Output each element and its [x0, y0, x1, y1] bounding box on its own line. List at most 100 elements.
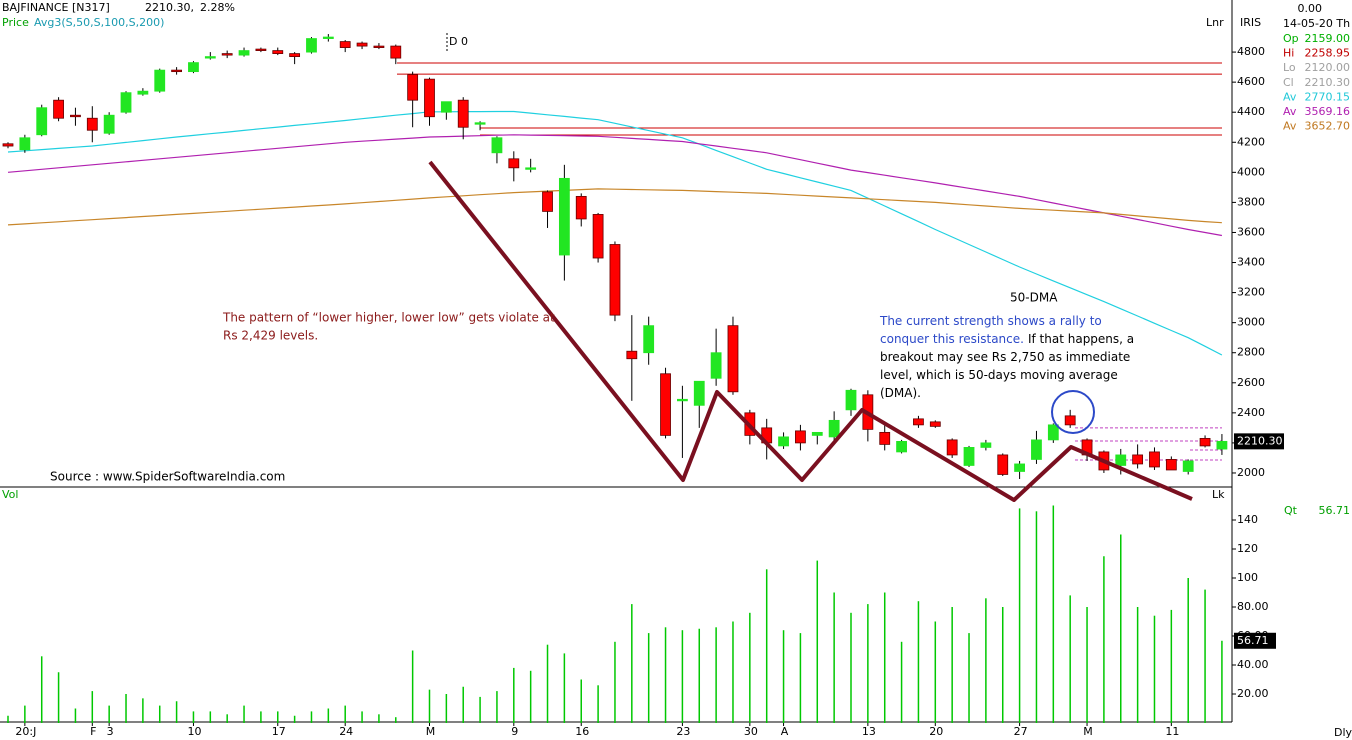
volume-bar — [344, 705, 346, 723]
annotation-right: The current strength shows a rally to — [879, 314, 1102, 328]
volume-bar — [833, 592, 835, 723]
annotation-segment: conquer this resistance. — [880, 332, 1024, 346]
candle-body — [1149, 451, 1160, 468]
volume-bar — [496, 691, 498, 723]
info-value: 2770.15 — [1305, 90, 1351, 103]
candle-body — [727, 325, 739, 393]
volume-bar — [1069, 595, 1071, 723]
volume-bar — [57, 672, 60, 723]
info-value: 2159.00 — [1305, 32, 1351, 45]
volume-bar — [749, 612, 751, 723]
info-value: 3652.70 — [1305, 120, 1351, 133]
vol-tag-bg — [1234, 632, 1276, 649]
volume-bar — [765, 569, 768, 723]
info-top: 0.00 — [1298, 2, 1323, 15]
vol-tick-label: 40.00 — [1237, 658, 1269, 671]
volume-bar — [934, 621, 937, 723]
volume-bar — [614, 641, 616, 723]
info-label: Lo — [1283, 61, 1296, 74]
volume-bar — [580, 679, 582, 723]
volume-bar — [108, 705, 110, 723]
annotation-left: Rs 2,429 levels. — [223, 329, 318, 343]
candle-body — [1115, 454, 1127, 466]
volume-bar — [243, 705, 245, 723]
candle-body — [896, 441, 907, 453]
volume-bar — [1120, 534, 1122, 723]
candle-body — [575, 195, 587, 220]
info-value: 2258.95 — [1305, 47, 1351, 60]
x-tick-label: M — [426, 725, 436, 738]
iris-label: IRIS — [1240, 16, 1261, 29]
annotation-right: (DMA). — [880, 386, 921, 400]
price-tag: 2210.30 — [1237, 434, 1283, 447]
y-tick-label: 2600 — [1237, 376, 1265, 389]
volume-bar — [445, 694, 448, 723]
moving-average — [7, 134, 1223, 237]
volume-bar — [732, 621, 734, 723]
volume-bar — [1170, 609, 1173, 723]
x-tick-label: F — [90, 725, 96, 738]
volume-bar — [260, 711, 262, 723]
info-label: Av — [1283, 90, 1297, 103]
candle-body — [929, 421, 941, 427]
dma-label: 50-DMA — [1010, 291, 1058, 305]
candle-body — [1182, 460, 1194, 472]
annotation-segment: level, which is 50-days moving average — [880, 368, 1118, 382]
volume-bar — [1204, 589, 1206, 723]
x-tick-label: M — [1083, 725, 1093, 738]
x-tick-label: 27 — [1014, 725, 1028, 738]
volume-bar — [226, 714, 228, 723]
candle-body — [609, 244, 621, 316]
candle-body — [36, 107, 48, 136]
volume-bar — [209, 711, 212, 723]
scale-label: Lnr — [1206, 16, 1224, 29]
info-value: 2120.00 — [1305, 61, 1351, 74]
volume-bar — [664, 627, 667, 723]
candle-body — [677, 398, 688, 402]
volume-bar — [327, 708, 330, 723]
annotation-segment: breakout may see Rs 2,750 as immediate — [880, 350, 1130, 364]
volume-bar — [1018, 508, 1021, 723]
candle-body — [1014, 463, 1025, 472]
candle-body — [1132, 454, 1144, 465]
volume-bar — [1103, 556, 1105, 723]
candle-body — [542, 191, 553, 212]
qt-value: 56.71 — [1319, 504, 1351, 517]
last-price: 2210.30, — [145, 1, 194, 14]
candle-body — [306, 38, 317, 53]
volume-bar — [1052, 505, 1055, 723]
volume-bar — [1035, 511, 1038, 723]
y-tick-label: 3000 — [1237, 316, 1265, 329]
volume-bar — [513, 667, 515, 723]
x-tick-label: 20 — [929, 725, 943, 738]
volume-bar — [900, 641, 903, 723]
vol-tick-label: 20.00 — [1237, 687, 1269, 700]
candle-body — [474, 122, 486, 125]
candle-body — [963, 447, 975, 466]
y-tick-label: 4000 — [1237, 165, 1265, 178]
x-tick-label: A — [781, 725, 789, 738]
info-label: Hi — [1283, 47, 1294, 60]
change: 2.28% — [200, 1, 235, 14]
info-value: 3569.16 — [1305, 105, 1351, 118]
volume-bar — [681, 630, 684, 723]
candle-body — [407, 74, 419, 101]
volume-bar — [985, 598, 987, 723]
candle-body — [913, 418, 924, 426]
x-tick-label: 16 — [575, 725, 589, 738]
volume-bar — [277, 711, 279, 723]
volume-bar — [1136, 607, 1139, 723]
volume-bar — [462, 686, 464, 723]
volume-bar — [917, 601, 920, 723]
lk-label: Lk — [1212, 488, 1225, 501]
volume-bar — [378, 714, 380, 723]
source: Source : www.SpiderSoftwareIndia.com — [50, 470, 285, 484]
info-label: Op — [1283, 32, 1299, 45]
volume-bar — [968, 633, 970, 723]
y-tick-label: 4600 — [1237, 75, 1265, 88]
volume-bar — [24, 705, 26, 723]
volume-bar — [125, 694, 127, 723]
volume-bar — [411, 650, 414, 723]
volume-bar — [529, 670, 532, 723]
candle-body — [424, 78, 435, 118]
